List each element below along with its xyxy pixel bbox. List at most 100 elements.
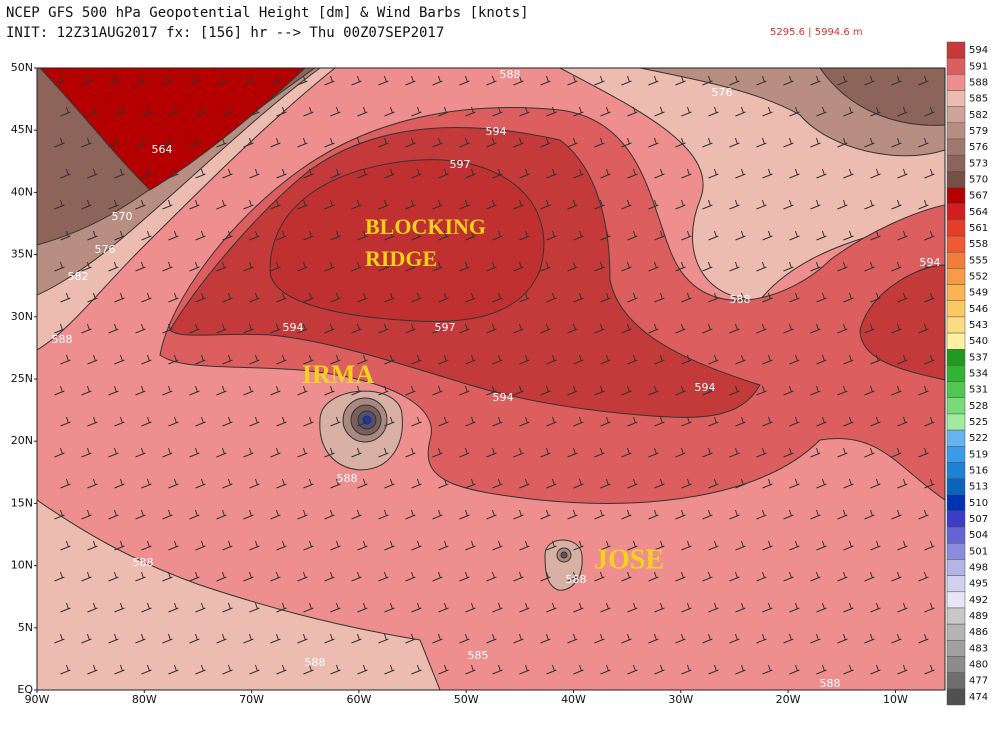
wind-barb [729,323,740,334]
wind-barb [519,602,530,613]
wind-barb [168,230,179,241]
wind-barb [324,447,335,458]
wind-barb [891,447,902,458]
wind-barb [648,137,659,148]
wind-barb [162,199,173,210]
wind-barb [681,478,692,489]
wind-barb [600,540,611,551]
wind-barb [789,478,800,489]
wind-barb [708,602,719,613]
wind-barb [816,230,827,241]
wind-barb [918,385,929,396]
wind-barb [384,292,395,303]
wind-barb [276,664,287,675]
wind-barb [816,168,827,179]
wind-barb [546,106,557,117]
wind-barb [459,261,470,272]
contour-label: 588 [566,573,587,586]
wind-barb [405,75,416,86]
wind-barb [837,571,848,582]
wind-barb [675,571,686,582]
wind-barb [735,292,746,303]
wind-barb [270,75,281,86]
colorbar-label: 486 [969,627,988,638]
colorbar-label: 537 [969,352,988,363]
contour-label: 594 [486,125,507,138]
wind-barb [330,230,341,241]
wind-barb [864,261,875,272]
colorbar-swatch [946,332,966,350]
wind-barb [594,571,605,582]
lat-tick-label: 20N [11,434,33,447]
wind-barb [600,478,611,489]
wind-barb [438,416,449,427]
wind-barb [378,261,389,272]
wind-barb [546,168,557,179]
wind-barb [486,385,497,396]
wind-barb [189,633,200,644]
wind-barb [378,199,389,210]
wind-barb [924,478,935,489]
wind-barb [108,633,119,644]
colorbar-swatch [946,397,966,415]
colorbar-label: 573 [969,158,988,169]
wind-barb [513,261,524,272]
wind-barb [756,385,767,396]
colorbar-label: 507 [969,514,988,525]
wind-barb [627,106,638,117]
wind-barb [762,540,773,551]
wind-barb [594,137,605,148]
wind-barb [492,540,503,551]
wind-barb [195,230,206,241]
wind-barb [108,571,119,582]
wind-barb [378,323,389,334]
wind-barb [708,106,719,117]
wind-barb [162,75,173,86]
wind-barb [195,106,206,117]
wind-barb [405,323,416,334]
wind-barb [60,540,71,551]
wind-barb [459,323,470,334]
wind-barb [654,478,665,489]
wind-barb [249,168,260,179]
wind-barb [648,385,659,396]
contour-label: 597 [435,321,456,334]
wind-barb [762,664,773,675]
colorbar-swatch [946,106,966,124]
wind-barb [60,354,71,365]
wind-barb [168,478,179,489]
wind-barb [276,354,287,365]
wind-barb [918,137,929,148]
wind-barb [384,416,395,427]
contour-label: 588 [133,556,154,569]
wind-barb [918,261,929,272]
wind-barb [837,447,848,458]
wind-barb [594,75,605,86]
colorbar-label: 561 [969,223,988,234]
wind-barb [54,509,65,520]
wind-barb [924,540,935,551]
wind-barb [438,230,449,241]
wind-barb [783,261,794,272]
wind-barb [270,385,281,396]
wind-barb [330,168,341,179]
wind-barb [918,571,929,582]
colorbar-swatch [946,381,966,399]
wind-barb [141,292,152,303]
wind-barb [411,478,422,489]
wind-barb [621,137,632,148]
wind-barb [546,478,557,489]
wind-barb [438,478,449,489]
wind-barb [918,509,929,520]
wind-barb [357,292,368,303]
colorbar-label: 498 [969,563,988,574]
wind-barb [324,509,335,520]
wind-barb [60,416,71,427]
lon-tick-label: 90W [25,693,50,706]
colorbar-swatch [946,41,966,59]
wind-barb [654,602,665,613]
wind-barb [324,137,335,148]
wind-barb [54,447,65,458]
lon-tick-label: 50W [454,693,479,706]
wind-barb [546,292,557,303]
